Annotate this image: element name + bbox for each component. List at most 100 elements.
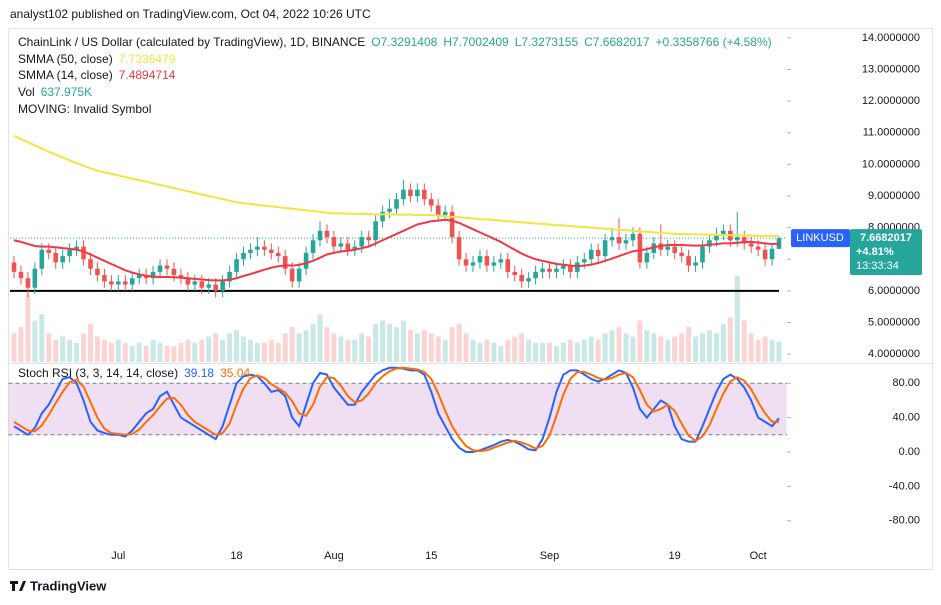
y-tick-label: 13.0000000 [862,63,920,75]
volume-bar [644,330,650,362]
volume-bar [553,346,559,362]
volume-bar [449,326,455,362]
volume-bar [25,295,31,362]
candle-body [338,243,344,247]
volume-bar [588,336,594,362]
candle-body [422,189,427,200]
y-tick-label: 5.0000000 [868,316,920,328]
volume-bar [178,342,184,362]
legend-name: SMMA (50, close) [18,52,113,66]
candle-body [449,211,455,238]
volume-bar [94,336,100,362]
volume-bar [32,320,38,362]
volume-bar [46,333,52,362]
volume-bar [428,333,434,362]
candle-body [561,265,566,269]
volume-bar [727,317,733,362]
x-tick-label: Jul [111,550,125,562]
y-tick-label: 12.0000000 [862,95,920,107]
candle-body [623,240,629,244]
candle-body [394,199,399,209]
candle-body [581,259,587,263]
candle-body [707,240,712,247]
volume-bar [491,342,497,362]
candle-body [317,230,323,241]
candle-body [721,230,726,234]
volume-bar [609,330,615,362]
volume-bar [769,339,775,362]
candle-body [352,246,358,250]
candle-body [32,268,38,288]
candle-body [387,208,392,212]
candle-body [512,271,518,276]
candle-body [477,256,483,263]
y-tick-label: 4.0000000 [868,348,920,360]
volume-bar [421,330,427,362]
price-tag-change: +4.81% [856,246,894,258]
candle-body [88,259,93,269]
candle-body [519,275,524,282]
candle-body [213,284,218,291]
candle-body [547,268,552,272]
stoch-title: Stoch RSI (3, 3, 14, 14, close) [18,366,178,380]
candle-body [554,268,559,272]
volume-bar [303,330,309,362]
candle-body [171,268,177,276]
ohlc-open: O7.3291408 [371,35,437,49]
candle-body [672,246,677,253]
volume-bar [234,330,240,362]
volume-bar [693,336,699,362]
volume-bar [407,330,413,362]
volume-bar [595,339,601,362]
volume-bar [268,339,274,362]
candle-body [762,249,768,260]
volume-bar [296,333,302,362]
volume-bar [477,342,483,362]
indicator-note: MOVING: Invalid Symbol [18,102,151,116]
symbol-tag [791,229,850,248]
volume-bar [74,342,80,362]
candle-body [81,246,86,260]
candle-body [491,262,497,266]
y-tick-label: 10.0000000 [862,158,920,170]
volume-bar [164,346,170,362]
volume-bar [686,326,692,362]
y-tick-label: 9.0000000 [868,190,920,202]
volume-bar [227,333,233,362]
y-tick-label: 80.00 [892,377,920,389]
volume-bar [185,339,191,362]
volume-bar [39,314,45,362]
volume-bar [700,333,705,362]
candle-body [470,262,476,266]
candle-body [498,259,504,263]
candle-body [39,249,45,269]
volume-bar [366,336,372,362]
volume-bar [282,333,288,362]
candle-body [164,265,170,269]
volume-bar [616,326,622,362]
volume-bar [108,342,114,362]
volume-bar [275,342,281,362]
candle-body [185,278,191,285]
volume-bar [324,326,330,362]
volume-bar [442,339,448,362]
volume-bar [651,333,657,362]
candle-body [526,278,531,282]
volume-bar [241,336,246,362]
candle-body [25,278,31,288]
candle-body [373,221,378,241]
volume-bar [171,346,177,362]
legend-value: 7.7336479 [119,52,176,66]
price-tag [850,229,922,276]
candle-body [568,265,573,272]
volume-bar [776,341,782,362]
candle-body [630,233,636,241]
volume-bar [762,336,768,362]
y-tick-label: 40.00 [892,412,920,424]
footer-brand: TradingView [30,578,107,593]
volume-bar [574,342,580,362]
candle-body [484,256,490,266]
candle-body [116,281,121,285]
